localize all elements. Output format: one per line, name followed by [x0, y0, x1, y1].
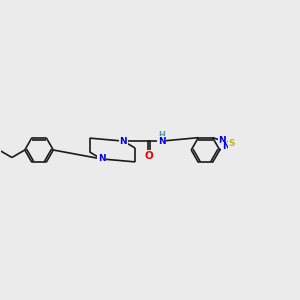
- Text: H: H: [158, 130, 165, 140]
- Text: N: N: [98, 154, 105, 164]
- Text: N: N: [218, 136, 226, 145]
- Text: O: O: [145, 151, 153, 161]
- Text: N: N: [222, 142, 230, 152]
- Text: N: N: [119, 136, 127, 146]
- Text: S: S: [229, 139, 235, 148]
- Text: N: N: [158, 136, 166, 146]
